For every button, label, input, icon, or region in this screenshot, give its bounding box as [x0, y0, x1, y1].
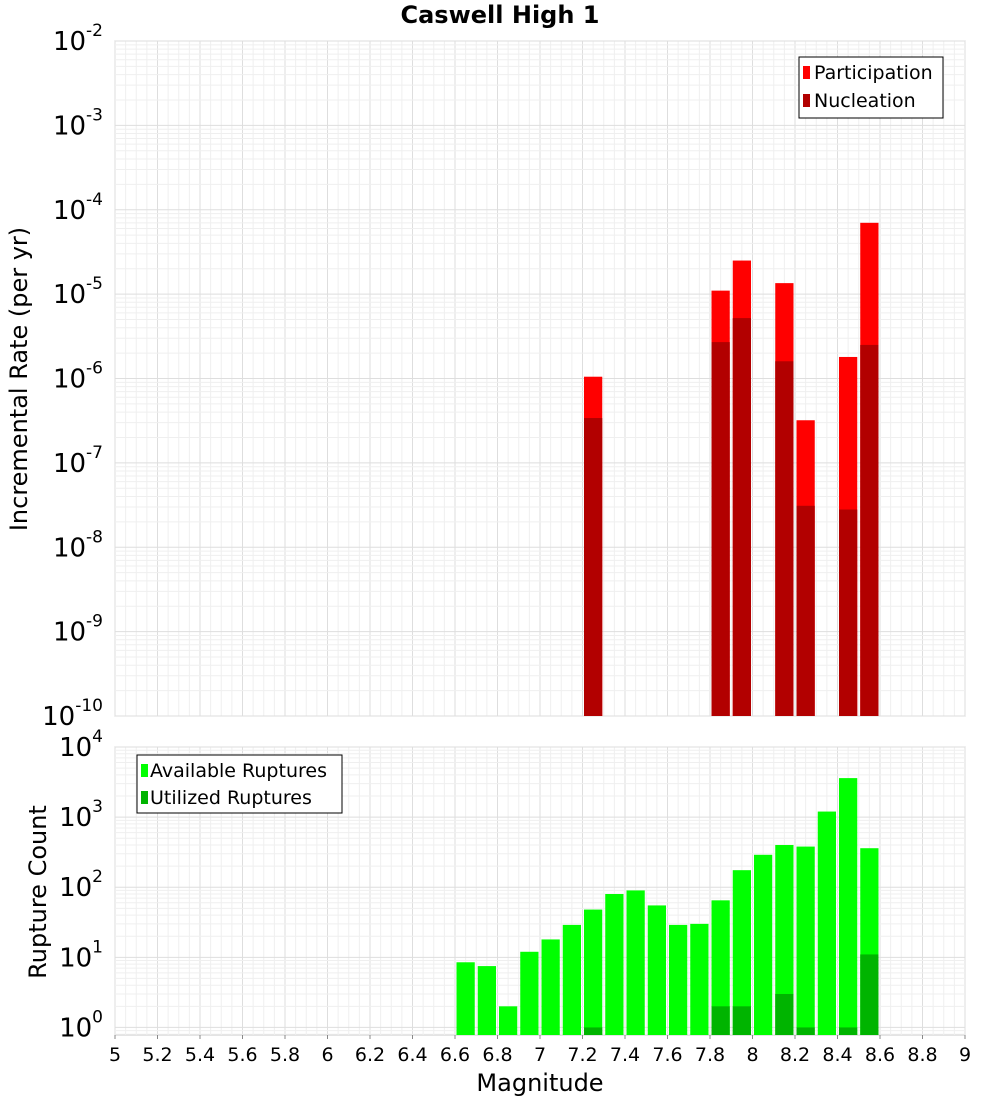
count-utilized-ruptures-bar: [711, 1006, 730, 1035]
count-y-tick-label: 101: [59, 937, 103, 973]
nucleation-legend-label: Nucleation: [814, 90, 916, 112]
count-y-axis-title: Rupture Count: [24, 805, 52, 979]
rate-y-tick-label: 10-9: [53, 612, 103, 648]
rate-y-tick-label: 10-4: [53, 190, 103, 226]
count-available-ruptures-bar: [817, 811, 836, 1035]
rate-y-tick-label: 10-3: [53, 105, 103, 141]
count-available-ruptures-bar: [520, 951, 539, 1035]
count-y-tick-label: 103: [59, 797, 103, 833]
count-utilized-ruptures-bar: [860, 954, 879, 1035]
x-tick-label: 8.8: [907, 1044, 937, 1066]
count-y-tick-label: 100: [59, 1007, 103, 1043]
count-legend: Available Ruptures Utilized Ruptures: [136, 754, 343, 814]
x-axis-title: Magnitude: [476, 1069, 603, 1097]
count-available-ruptures-bar: [541, 939, 560, 1035]
rate-nucleation-bar: [711, 342, 730, 716]
rate-nucleation-bar: [584, 418, 603, 716]
x-tick-label: 6.6: [440, 1044, 470, 1066]
x-tick-label: 9: [959, 1044, 971, 1066]
x-tick-label: 8: [746, 1044, 758, 1066]
participation-legend-swatch: [803, 66, 810, 79]
rate-y-tick-label: 10-8: [53, 527, 103, 563]
x-tick-label: 7.2: [567, 1044, 597, 1066]
rate-grid: [114, 40, 966, 717]
rate-legend-box: [798, 56, 944, 119]
x-tick-label: 6.2: [355, 1044, 385, 1066]
rate-nucleation-bar: [839, 509, 858, 716]
count-available-ruptures-bar: [626, 890, 645, 1035]
x-tick-label: 7: [534, 1044, 546, 1066]
rate-nucleation-bar: [860, 344, 879, 716]
count-y-ticks: 100 101 102 103 104: [59, 727, 103, 1043]
count-available-ruptures-bar: [562, 924, 581, 1035]
chart-title: Caswell High 1: [401, 1, 600, 29]
x-tick-label: 6.8: [482, 1044, 512, 1066]
count-bars: [456, 778, 879, 1035]
rate-nucleation-bar: [775, 361, 794, 716]
count-available-ruptures-bar: [605, 894, 624, 1035]
x-tick-label: 6: [321, 1044, 333, 1066]
count-legend-box: [136, 754, 343, 814]
utilized-legend-label: Utilized Ruptures: [150, 787, 312, 809]
rate-y-tick-label: 10-2: [53, 21, 103, 57]
x-tick-label: 6.4: [397, 1044, 427, 1066]
participation-legend-label: Participation: [814, 62, 933, 84]
available-legend-label: Available Ruptures: [150, 760, 327, 782]
count-y-tick-label: 104: [59, 727, 103, 763]
rate-y-tick-label: 10-7: [53, 443, 103, 479]
rate-y-tick-label: 10-5: [53, 274, 103, 310]
count-available-ruptures-bar: [690, 923, 709, 1035]
rate-y-tick-label: 10-6: [53, 359, 103, 395]
count-available-ruptures-bar: [477, 966, 496, 1035]
count-x-ticks: 5 5.2 5.4 5.6 5.8 6 6.2 6.4 6.6 6.8 7 7.2 7.4 7.6 7.8 8…: [109, 1035, 971, 1066]
count-available-ruptures-bar: [499, 1006, 518, 1035]
count-available-ruptures-bar: [584, 909, 603, 1035]
count-panel: 100 101 102 103 104 5 5.2 5.4 5.6 5.8 6 6.2 6.4 6.6 6…: [24, 727, 971, 1097]
nucleation-legend-swatch: [803, 94, 810, 107]
count-y-tick-label: 102: [59, 867, 103, 903]
count-utilized-ruptures-bar: [796, 1027, 815, 1035]
count-available-ruptures-bar: [711, 900, 730, 1035]
count-available-ruptures-bar: [456, 962, 475, 1035]
rate-nucleation-bar: [732, 318, 751, 716]
rate-legend: Participation Nucleation: [798, 56, 944, 119]
x-tick-label: 5.8: [270, 1044, 300, 1066]
rate-nucleation-bar: [796, 505, 815, 716]
count-utilized-ruptures-bar: [839, 1027, 858, 1035]
rate-y-axis-title: Incremental Rate (per yr): [5, 227, 33, 531]
x-tick-label: 7.4: [610, 1044, 640, 1066]
count-available-ruptures-bar: [839, 778, 858, 1035]
count-available-ruptures-bar: [669, 924, 688, 1035]
x-tick-label: 5.2: [142, 1044, 172, 1066]
count-available-ruptures-bar: [754, 854, 773, 1035]
rate-bars: [584, 222, 879, 716]
x-tick-label: 8.4: [822, 1044, 852, 1066]
count-available-ruptures-bar: [732, 870, 751, 1035]
count-available-ruptures-bar: [796, 846, 815, 1035]
x-tick-label: 5.6: [227, 1044, 257, 1066]
count-available-ruptures-bar: [647, 905, 666, 1035]
count-utilized-ruptures-bar: [775, 993, 794, 1035]
x-tick-label: 8.6: [865, 1044, 895, 1066]
x-tick-label: 5.4: [185, 1044, 215, 1066]
count-utilized-ruptures-bar: [584, 1027, 603, 1035]
available-legend-swatch: [141, 764, 148, 777]
x-tick-label: 5: [109, 1044, 121, 1066]
utilized-legend-swatch: [141, 791, 148, 804]
x-tick-label: 7.6: [652, 1044, 682, 1066]
count-utilized-ruptures-bar: [732, 1006, 751, 1035]
x-tick-label: 7.8: [695, 1044, 725, 1066]
count-available-ruptures-bar: [775, 845, 794, 1035]
x-tick-label: 8.2: [780, 1044, 810, 1066]
